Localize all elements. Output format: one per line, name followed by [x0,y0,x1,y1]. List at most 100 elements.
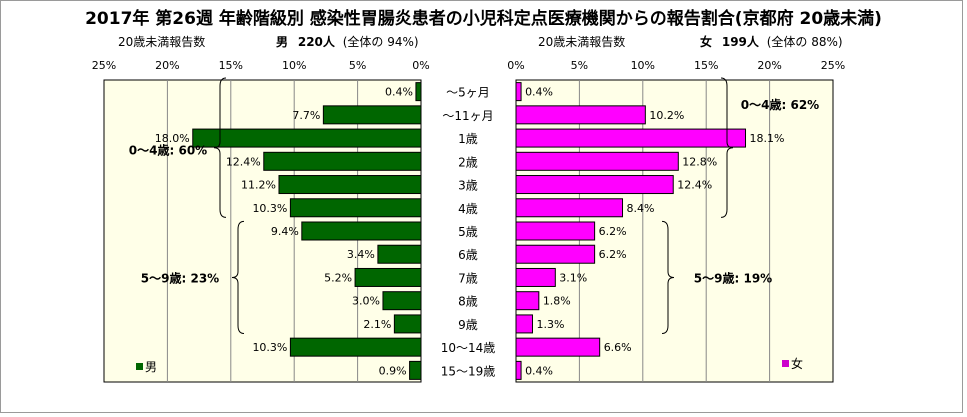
chart-title: 2017年 第26週 年齢階級別 感染性胃腸炎患者の小児科定点医療機関からの報告… [85,9,882,29]
female-tick-label: 0% [507,59,524,72]
female-data-label: 10.2% [649,109,684,122]
female-data-label: 0.4% [525,364,553,377]
female-data-label: 1.3% [536,318,564,331]
male-bar [301,221,422,241]
male-data-label: 10.3% [252,341,287,354]
male-tick-label: 20% [155,59,179,72]
male-legend-label: 男 [145,360,157,374]
male-bar [415,82,422,102]
female-bracket-5-9 [661,220,675,335]
female-data-label: 6.2% [599,248,627,261]
male-annotation-0-4: 0～4歳: 60% [129,143,207,158]
female-tick-label: 15% [694,59,718,72]
male-tick-label: 15% [219,59,243,72]
male-sex-label: 男 [276,35,289,49]
female-legend-swatch [782,360,789,367]
male-bar [354,267,422,287]
age-category-label: 9歳 [458,318,478,332]
male-data-label: 12.4% [226,155,261,168]
age-category-label: ～5ヶ月 [446,86,490,100]
male-data-label: 2.1% [363,318,391,331]
male-count-header: 男 220人 (全体の 94%) [276,33,419,50]
age-category-label: 6歳 [458,248,478,262]
male-data-label: 0.9% [379,364,407,377]
male-bar [322,105,422,125]
male-data-label: 5.2% [324,271,352,284]
female-legend-label: 女 [791,356,803,371]
male-tick-label: 0% [412,59,429,72]
female-bar [515,244,596,264]
male-bar [289,337,422,357]
female-data-label: 3.1% [559,271,587,284]
male-tick-label: 10% [282,59,306,72]
female-count-value: 199人 [721,35,759,49]
female-data-label: 8.4% [627,202,655,215]
male-bar [382,291,422,311]
female-count-header: 女 199人 (全体の 88%) [700,33,843,50]
male-count-note: (全体の 94%) [342,35,419,49]
male-data-label: 3.0% [352,295,380,308]
female-data-label: 18.1% [750,132,785,145]
female-data-label: 6.6% [604,341,632,354]
female-data-label: 12.4% [677,179,712,192]
female-bracket-0-4 [720,77,734,218]
female-bar [515,151,679,171]
age-category-label: 1歳 [458,132,478,146]
female-tick-label: 25% [821,59,845,72]
female-annotation-5-9: 5～9歳: 19% [694,270,772,285]
male-tick-label: 5% [349,59,366,72]
male-bar [409,360,422,380]
female-data-label: 1.8% [543,295,571,308]
male-data-label: 18.0% [155,132,190,145]
male-data-label: 11.2% [241,179,276,192]
female-tick-label: 5% [571,59,588,72]
male-bar [393,314,422,334]
female-count-note: (全体の 88%) [766,35,843,49]
female-bar [515,175,674,195]
male-annotation-5-9: 5～9歳: 23% [141,270,219,285]
female-data-label: 12.8% [682,155,717,168]
female-bar [515,198,624,218]
male-data-label: 10.3% [252,202,287,215]
female-tick-label: 20% [757,59,781,72]
male-data-label: 9.4% [271,225,299,238]
female-bar [515,267,556,287]
male-bar [377,244,422,264]
female-tick-label: 10% [631,59,655,72]
male-legend-swatch [136,363,143,370]
age-category-label: 8歳 [458,295,478,309]
female-annotation-0-4: 0～4歳: 62% [741,97,819,112]
male-bracket-5-9 [231,220,245,335]
age-category-label: 2歳 [458,155,478,169]
female-bar [515,105,646,125]
female-bar [515,360,522,380]
male-count-label: 20歳未満報告数 [118,35,206,49]
female-bar [515,221,596,241]
age-category-label: ～11ヶ月 [442,109,493,123]
male-data-label: 7.7% [292,109,320,122]
age-category-label: 7歳 [458,271,478,285]
male-bar [192,128,422,148]
age-category-label: 4歳 [458,202,478,216]
female-data-label: 0.4% [525,86,553,99]
male-bar [289,198,422,218]
male-bar [278,175,422,195]
male-data-label: 0.4% [385,86,413,99]
female-data-label: 6.2% [599,225,627,238]
female-bar [515,314,533,334]
female-sex-label: 女 [700,35,713,49]
male-tick-label: 25% [92,59,116,72]
male-bracket-0-4 [213,77,227,218]
female-bar [515,291,540,311]
male-bar [263,151,422,171]
age-category-label: 5歳 [458,225,478,239]
male-count-value: 220人 [297,35,335,49]
age-category-label: 15～19歳 [441,364,496,378]
female-bar [515,82,522,102]
female-count-label: 20歳未満報告数 [538,35,626,49]
male-data-label: 3.4% [347,248,375,261]
female-bar [515,337,601,357]
